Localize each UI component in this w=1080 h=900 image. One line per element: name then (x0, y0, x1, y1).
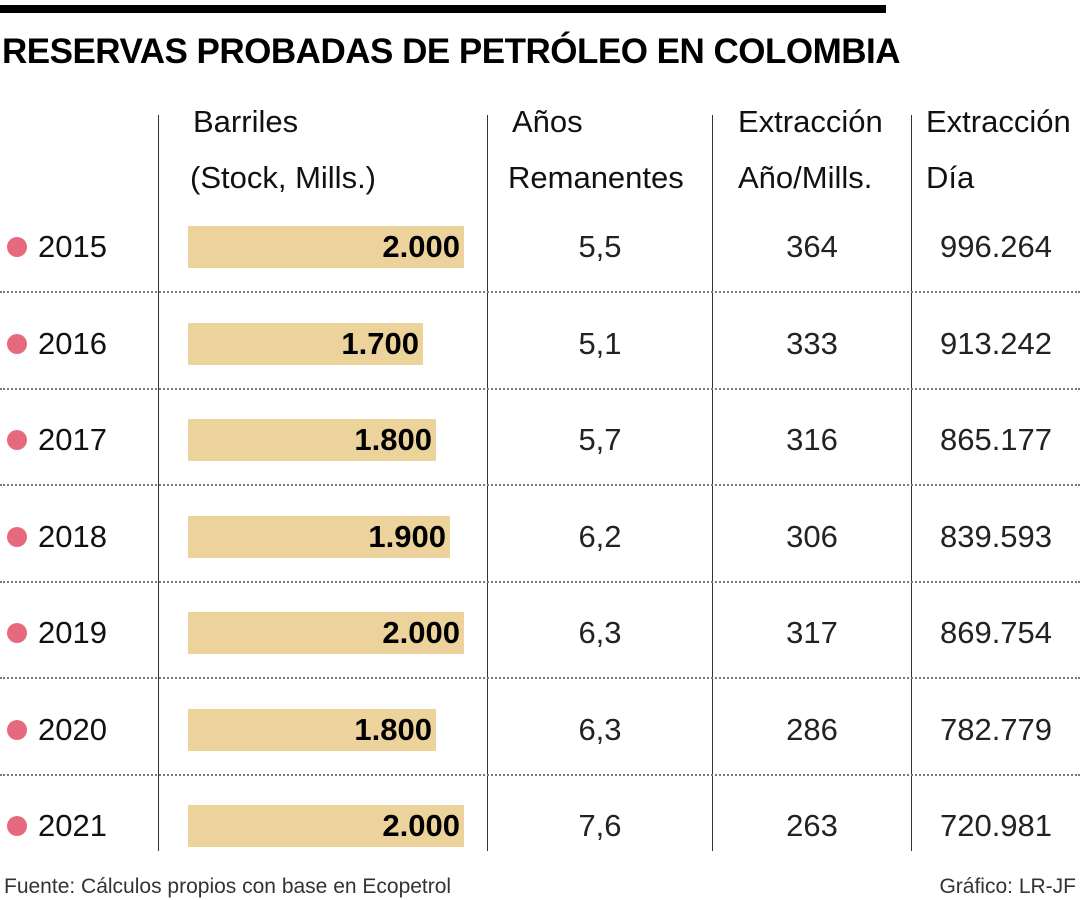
footer-source: Fuente: Cálculos propios con base en Eco… (4, 875, 452, 898)
barriles-value: 1.700 (341, 325, 419, 361)
barriles-bar (188, 805, 464, 847)
anos-remanentes-value: 6,3 (578, 615, 622, 650)
extraccion-ano-value: 333 (786, 325, 838, 361)
column-divider (487, 115, 488, 851)
year-dot (7, 430, 27, 450)
header-barriles-line2: (Stock, Mills.) (190, 160, 376, 195)
extraccion-ano-value: 286 (786, 711, 838, 747)
header-extraccion-dia-line1: Extracción (926, 104, 1071, 139)
header-extraccion-dia-line2: Día (926, 160, 975, 195)
footer-credit: Gráfico: LR-JF (939, 875, 1076, 898)
row-year: 2017 (38, 422, 107, 457)
barriles-bar (188, 708, 436, 751)
barriles-bar (188, 226, 464, 268)
barriles-value: 2.000 (382, 808, 460, 843)
year-dot (7, 237, 27, 257)
extraccion-dia-value: 913.242 (939, 325, 1053, 361)
barriles-value: 2.000 (382, 615, 460, 650)
row-separator (0, 677, 1080, 679)
barriles-value: 1.900 (368, 518, 446, 554)
top-rule (0, 5, 886, 13)
extraccion-dia-value: 720.981 (939, 808, 1053, 843)
extraccion-ano-value: 306 (786, 518, 838, 554)
extraccion-dia-value: 869.754 (939, 615, 1053, 650)
barriles-value: 1.800 (354, 422, 432, 457)
year-dot (7, 816, 27, 836)
extraccion-ano-value: 364 (786, 229, 838, 264)
barriles-value: 2.000 (382, 229, 460, 264)
year-dot (7, 526, 27, 547)
extraccion-dia-value: 865.177 (939, 422, 1053, 457)
row-year: 2015 (38, 229, 107, 264)
row-separator (0, 388, 1080, 390)
row-year: 2019 (38, 615, 107, 650)
anos-remanentes-value: 5,7 (578, 422, 622, 457)
row-year: 2018 (38, 518, 107, 554)
year-dot (7, 333, 27, 354)
extraccion-ano-value: 316 (786, 422, 838, 457)
row-separator (0, 774, 1080, 776)
row-separator (0, 484, 1080, 486)
row-separator (0, 581, 1080, 583)
extraccion-dia-value: 839.593 (939, 518, 1053, 554)
extraccion-ano-value: 263 (786, 808, 838, 843)
year-dot (7, 719, 27, 740)
extraccion-ano-value: 317 (786, 615, 838, 650)
row-separator (0, 291, 1080, 293)
barriles-bar (188, 612, 464, 654)
extraccion-dia-value: 996.264 (939, 229, 1053, 264)
barriles-bar (188, 322, 423, 365)
anos-remanentes-value: 7,6 (578, 808, 622, 843)
anos-remanentes-value: 6,2 (578, 518, 622, 554)
extraccion-dia-value: 782.779 (939, 711, 1053, 747)
row-year: 2021 (38, 808, 107, 843)
header-extraccion-ano-line1: Extracción (738, 104, 883, 139)
barriles-bar (188, 515, 450, 558)
barriles-value: 1.800 (354, 711, 432, 747)
header-anos-line2: Remanentes (508, 160, 684, 195)
year-dot (7, 623, 27, 643)
anos-remanentes-value: 6,3 (578, 711, 622, 747)
header-anos-line1: Años (512, 104, 583, 139)
column-divider (712, 115, 713, 851)
anos-remanentes-value: 5,5 (578, 229, 622, 264)
row-year: 2020 (38, 711, 107, 747)
header-barriles-line1: Barriles (193, 104, 299, 139)
column-divider (158, 115, 159, 851)
header-extraccion-ano-line2: Año/Mills. (738, 160, 873, 195)
barriles-bar (188, 419, 436, 461)
anos-remanentes-value: 5,1 (578, 325, 622, 361)
row-year: 2016 (38, 325, 107, 361)
column-divider (911, 115, 912, 851)
chart-title: RESERVAS PROBADAS DE PETRÓLEO EN COLOMBI… (2, 32, 901, 71)
